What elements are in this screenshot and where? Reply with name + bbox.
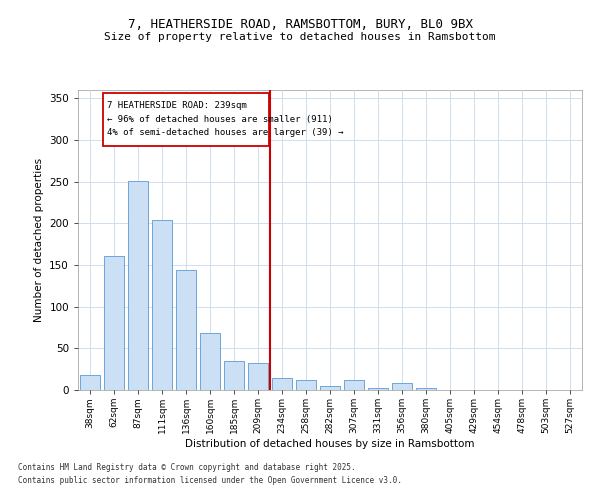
Bar xyxy=(392,384,412,390)
Text: 7, HEATHERSIDE ROAD, RAMSBOTTOM, BURY, BL0 9BX: 7, HEATHERSIDE ROAD, RAMSBOTTOM, BURY, B… xyxy=(128,18,473,30)
Bar xyxy=(248,362,268,390)
Bar xyxy=(152,220,172,390)
X-axis label: Distribution of detached houses by size in Ramsbottom: Distribution of detached houses by size … xyxy=(185,439,475,449)
Bar xyxy=(176,270,196,390)
Text: Size of property relative to detached houses in Ramsbottom: Size of property relative to detached ho… xyxy=(104,32,496,42)
Text: Contains HM Land Registry data © Crown copyright and database right 2025.: Contains HM Land Registry data © Crown c… xyxy=(18,464,356,472)
Bar xyxy=(104,256,124,390)
Bar xyxy=(224,361,244,390)
Y-axis label: Number of detached properties: Number of detached properties xyxy=(34,158,44,322)
Bar xyxy=(272,378,292,390)
Text: Contains public sector information licensed under the Open Government Licence v3: Contains public sector information licen… xyxy=(18,476,402,485)
Bar xyxy=(200,334,220,390)
Bar xyxy=(416,388,436,390)
Bar xyxy=(80,375,100,390)
Bar xyxy=(128,181,148,390)
Bar xyxy=(368,388,388,390)
Bar xyxy=(344,380,364,390)
Text: 7 HEATHERSIDE ROAD: 239sqm
← 96% of detached houses are smaller (911)
4% of semi: 7 HEATHERSIDE ROAD: 239sqm ← 96% of deta… xyxy=(107,102,343,137)
Bar xyxy=(296,380,316,390)
FancyBboxPatch shape xyxy=(103,92,269,146)
Bar xyxy=(320,386,340,390)
